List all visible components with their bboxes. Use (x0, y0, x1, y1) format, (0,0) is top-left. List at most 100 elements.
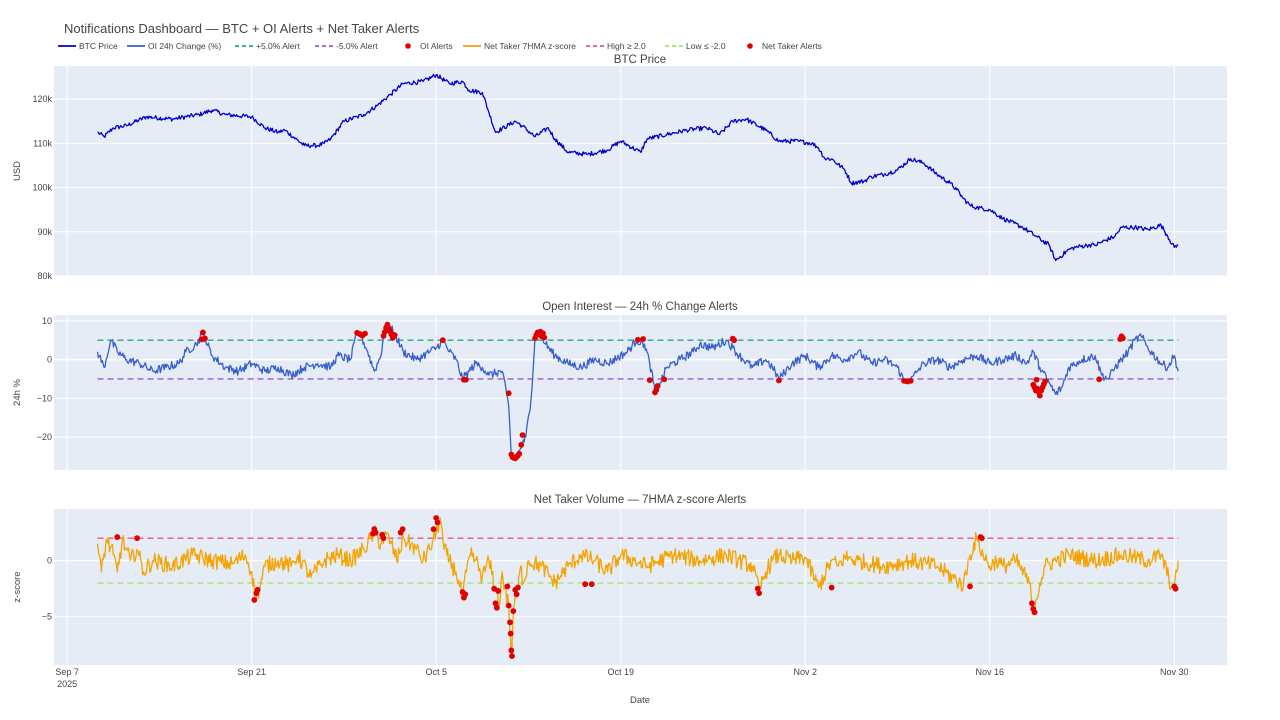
y-tick-label: −10 (37, 393, 52, 403)
alert-marker (731, 337, 737, 344)
y-tick-label: 90k (37, 227, 52, 237)
alert-marker (391, 332, 398, 339)
alert-marker (1042, 378, 1049, 385)
alert-marker (505, 602, 512, 609)
alert-marker (588, 581, 595, 588)
legend-item[interactable]: Net Taker Alerts (747, 41, 822, 51)
legend-label: OI Alerts (420, 41, 453, 51)
alert-marker (775, 377, 782, 384)
alert-marker (493, 604, 500, 611)
alert-marker (362, 330, 368, 337)
series-line (96, 323, 1179, 461)
alert-marker (513, 591, 520, 598)
alert-marker (1036, 392, 1043, 399)
legend-label: BTC Price (79, 41, 118, 51)
x-axis-title: Date (630, 695, 650, 706)
alert-marker (202, 335, 208, 342)
legend-swatch (405, 43, 411, 49)
alert-marker (251, 597, 258, 603)
x-tick-label: Nov 16 (975, 667, 1004, 677)
legend-label: -5.0% Alert (336, 41, 378, 51)
y-tick-label: 10 (42, 316, 52, 326)
legend-item[interactable]: +5.0% Alert (235, 41, 300, 51)
alert-marker (462, 376, 469, 383)
alert-marker (519, 432, 526, 439)
y-tick-label: 110k (33, 138, 52, 148)
legend: BTC Price OI 24h Change (%) +5.0% Alert -5.… (58, 41, 822, 51)
alert-marker (978, 535, 985, 542)
alert-marker (646, 377, 653, 383)
legend-label: Net Taker 7HMA z-score (484, 41, 576, 51)
open-interest-panel: 10 0 −10 −20 Open Interest — 24h % Change Al… (12, 301, 1227, 470)
alert-marker (372, 529, 379, 536)
alert-marker (518, 441, 525, 448)
alert-marker (541, 334, 548, 341)
y-tick-label: 80k (37, 271, 52, 281)
net-taker-panel: 0 −5 Net Taker Volume — 7HMA z-score Alert… (12, 494, 1227, 665)
x-tick-sublabel: 2025 (57, 679, 77, 689)
alert-marker (507, 619, 513, 626)
alert-marker (492, 600, 499, 607)
panel-title: BTC Price (614, 54, 666, 66)
alert-marker (507, 630, 514, 637)
alert-marker (505, 390, 512, 397)
alert-marker (654, 383, 661, 389)
btc-price-panel: 80k 90k 100k 110k 120k BTC Price USD (12, 54, 1227, 281)
x-axis: Sep 7 2025 Sep 21 Oct 5 Oct 19 Nov 2 Nov 16 Nov… (55, 667, 1188, 706)
legend-item[interactable]: Net Taker 7HMA z-score (463, 41, 576, 51)
legend-item[interactable]: OI 24h Change (%) (127, 41, 221, 51)
alert-marker (114, 534, 121, 540)
plot-area (54, 66, 1227, 276)
alert-marker (380, 535, 387, 542)
y-tick-label: −20 (37, 432, 52, 442)
x-tick-label: Oct 19 (607, 667, 634, 677)
alert-marker (509, 653, 515, 659)
alert-marker (967, 583, 973, 590)
x-tick-label: Oct 5 (425, 667, 447, 677)
alert-marker (828, 584, 835, 591)
legend-item[interactable]: OI Alerts (405, 41, 453, 51)
alert-marker (200, 329, 206, 336)
legend-item[interactable]: High ≥ 2.0 (586, 41, 646, 51)
plot-area (54, 509, 1227, 665)
legend-label: OI 24h Change (%) (148, 41, 221, 51)
alert-marker (640, 336, 647, 342)
alert-marker (582, 581, 589, 588)
panel-title: Net Taker Volume — 7HMA z-score Alerts (534, 494, 747, 506)
legend-label: +5.0% Alert (256, 41, 300, 51)
alert-marker (254, 586, 261, 593)
legend-swatch (747, 43, 753, 49)
legend-item[interactable]: Low ≤ -2.0 (665, 41, 726, 51)
alert-marker (495, 588, 502, 594)
alert-marker (1119, 335, 1126, 342)
alert-marker (504, 583, 511, 590)
legend-label: Low ≤ -2.0 (686, 41, 726, 51)
alert-marker (1172, 585, 1179, 592)
legend-item[interactable]: BTC Price (58, 41, 118, 51)
alert-marker (1029, 600, 1035, 607)
y-axis-title: 24h % (12, 378, 23, 405)
series-line (96, 517, 1179, 657)
series-line (97, 73, 1179, 262)
alert-marker (756, 590, 763, 597)
alert-marker (634, 336, 641, 343)
alert-marker (433, 515, 440, 521)
x-tick-label: Sep 21 (237, 667, 266, 677)
y-axis-title: USD (12, 161, 23, 181)
legend-label: Net Taker Alerts (762, 41, 822, 51)
alert-marker (462, 591, 469, 598)
x-tick-label: Nov 2 (793, 667, 817, 677)
legend-label: High ≥ 2.0 (607, 41, 646, 51)
alert-marker (516, 450, 523, 457)
alert-marker (434, 519, 441, 526)
panel-title: Open Interest — 24h % Change Alerts (542, 301, 738, 313)
dashboard-title: Notifications Dashboard — BTC + OI Alert… (64, 21, 420, 36)
alert-marker (134, 535, 140, 542)
alert-marker (510, 608, 517, 615)
y-tick-label: 0 (47, 355, 52, 365)
y-tick-label: −5 (42, 612, 52, 622)
alert-marker (430, 526, 437, 533)
x-tick-label: Nov 30 (1160, 667, 1189, 677)
legend-item[interactable]: -5.0% Alert (315, 41, 378, 51)
